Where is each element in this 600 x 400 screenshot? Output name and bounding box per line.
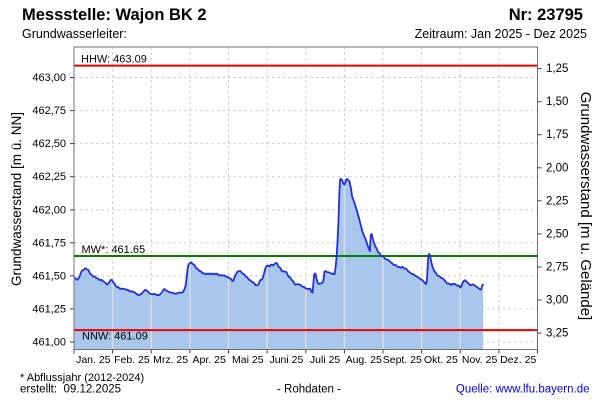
svg-text:Mrz. 25: Mrz. 25 <box>153 354 188 366</box>
svg-text:Nov. 25: Nov. 25 <box>462 354 498 366</box>
svg-text:461,00: 461,00 <box>32 337 66 349</box>
svg-text:Dez. 25: Dez. 25 <box>500 354 536 366</box>
svg-text:463,00: 463,00 <box>32 72 66 84</box>
svg-text:2,25: 2,25 <box>546 195 568 207</box>
svg-text:461,50: 461,50 <box>32 270 66 282</box>
svg-text:Feb. 25: Feb. 25 <box>114 354 150 366</box>
svg-text:461,75: 461,75 <box>32 237 66 249</box>
svg-text:erstellt: 09.12.2025: erstellt: 09.12.2025 <box>20 384 121 396</box>
svg-text:Okt. 25: Okt. 25 <box>424 354 458 366</box>
svg-text:1,75: 1,75 <box>546 129 568 141</box>
svg-text:3,00: 3,00 <box>546 295 568 307</box>
svg-text:462,25: 462,25 <box>32 171 66 183</box>
svg-text:Mai 25: Mai 25 <box>232 354 264 366</box>
svg-text:HHW: 463.09: HHW: 463.09 <box>81 54 147 66</box>
svg-text:462,75: 462,75 <box>32 105 66 117</box>
svg-text:Nr: 23795: Nr: 23795 <box>509 6 583 24</box>
svg-text:462,00: 462,00 <box>32 204 66 216</box>
svg-text:* Abflussjahr (2012-2024): * Abflussjahr (2012-2024) <box>20 372 144 384</box>
svg-text:Aug. 25: Aug. 25 <box>346 354 382 366</box>
svg-text:1,50: 1,50 <box>546 96 568 108</box>
svg-text:MW*: 461.65: MW*: 461.65 <box>82 244 146 256</box>
svg-text:461,25: 461,25 <box>32 303 66 315</box>
svg-text:Messstelle: Wajon BK 2: Messstelle: Wajon BK 2 <box>22 6 207 24</box>
svg-text:- Rohdaten -: - Rohdaten - <box>277 384 341 396</box>
svg-text:462,50: 462,50 <box>32 138 66 150</box>
svg-text:Quelle: www.lfu.bayern.de: Quelle: www.lfu.bayern.de <box>456 384 590 396</box>
svg-text:Grundwasserstand [m u. Gelände: Grundwasserstand [m u. Gelände] <box>577 92 594 320</box>
svg-text:Grundwasserleiter:: Grundwasserleiter: <box>22 27 127 41</box>
svg-text:Jan. 25: Jan. 25 <box>76 354 111 366</box>
svg-text:Juli 25: Juli 25 <box>310 354 341 366</box>
svg-text:1,25: 1,25 <box>546 63 568 75</box>
svg-text:Juni 25: Juni 25 <box>269 354 303 366</box>
svg-text:3,25: 3,25 <box>546 328 568 340</box>
svg-text:2,50: 2,50 <box>546 228 568 240</box>
svg-text:Sept. 25: Sept. 25 <box>383 354 422 366</box>
svg-text:Grundwasserstand [m ü. NN]: Grundwasserstand [m ü. NN] <box>9 112 24 286</box>
svg-text:2,00: 2,00 <box>546 162 568 174</box>
svg-text:Zeitraum: Jan 2025 - Dez 2025: Zeitraum: Jan 2025 - Dez 2025 <box>415 27 587 41</box>
svg-text:Apr. 25: Apr. 25 <box>193 354 226 366</box>
svg-text:NNW: 461.09: NNW: 461.09 <box>82 331 148 343</box>
svg-text:2,75: 2,75 <box>546 262 568 274</box>
